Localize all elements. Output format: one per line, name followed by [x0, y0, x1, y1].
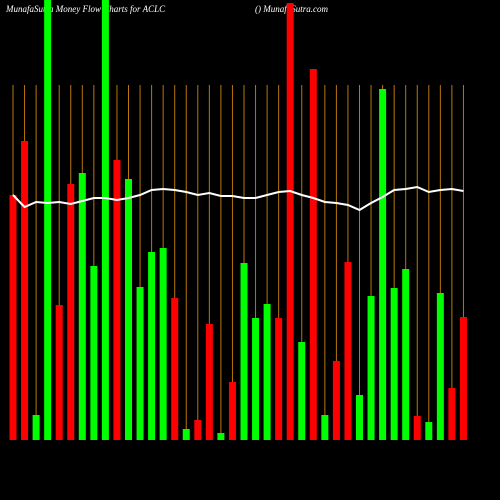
- bar: [32, 415, 40, 440]
- bar: [125, 179, 132, 440]
- bar: [344, 262, 352, 440]
- bar: [159, 248, 167, 440]
- bar: [436, 293, 444, 440]
- bar: [448, 388, 456, 440]
- bar: [113, 160, 121, 440]
- bar: [286, 3, 294, 440]
- bar: [194, 420, 202, 440]
- bar: [182, 429, 190, 440]
- bar: [413, 416, 421, 440]
- bar: [356, 395, 363, 440]
- bar: [309, 69, 317, 440]
- bar: [21, 141, 29, 440]
- bar: [171, 298, 179, 440]
- chart-title: MunafaSutra Money Flow Charts for ACLC: [5, 4, 166, 14]
- bar: [78, 173, 86, 440]
- bar: [367, 296, 375, 440]
- bar: [459, 317, 467, 440]
- bar: [9, 195, 17, 440]
- bar: [390, 288, 398, 440]
- bar: [275, 318, 283, 440]
- bar: [55, 305, 63, 440]
- bar: [205, 324, 213, 440]
- bar: [402, 269, 410, 440]
- bar: [228, 382, 236, 440]
- bar: [136, 287, 144, 440]
- bar: [67, 184, 75, 440]
- bar: [90, 266, 98, 440]
- bar: [321, 415, 329, 440]
- bar: [240, 263, 248, 440]
- bar: [379, 89, 387, 440]
- bar: [298, 342, 306, 440]
- flow-line: [12, 185, 464, 212]
- bar: [44, 0, 52, 440]
- bar: [101, 0, 109, 440]
- bar: [148, 252, 156, 440]
- bar: [425, 422, 433, 440]
- bar: [332, 361, 340, 440]
- bar: [252, 318, 260, 440]
- bar: [217, 433, 225, 440]
- bar: [263, 304, 271, 440]
